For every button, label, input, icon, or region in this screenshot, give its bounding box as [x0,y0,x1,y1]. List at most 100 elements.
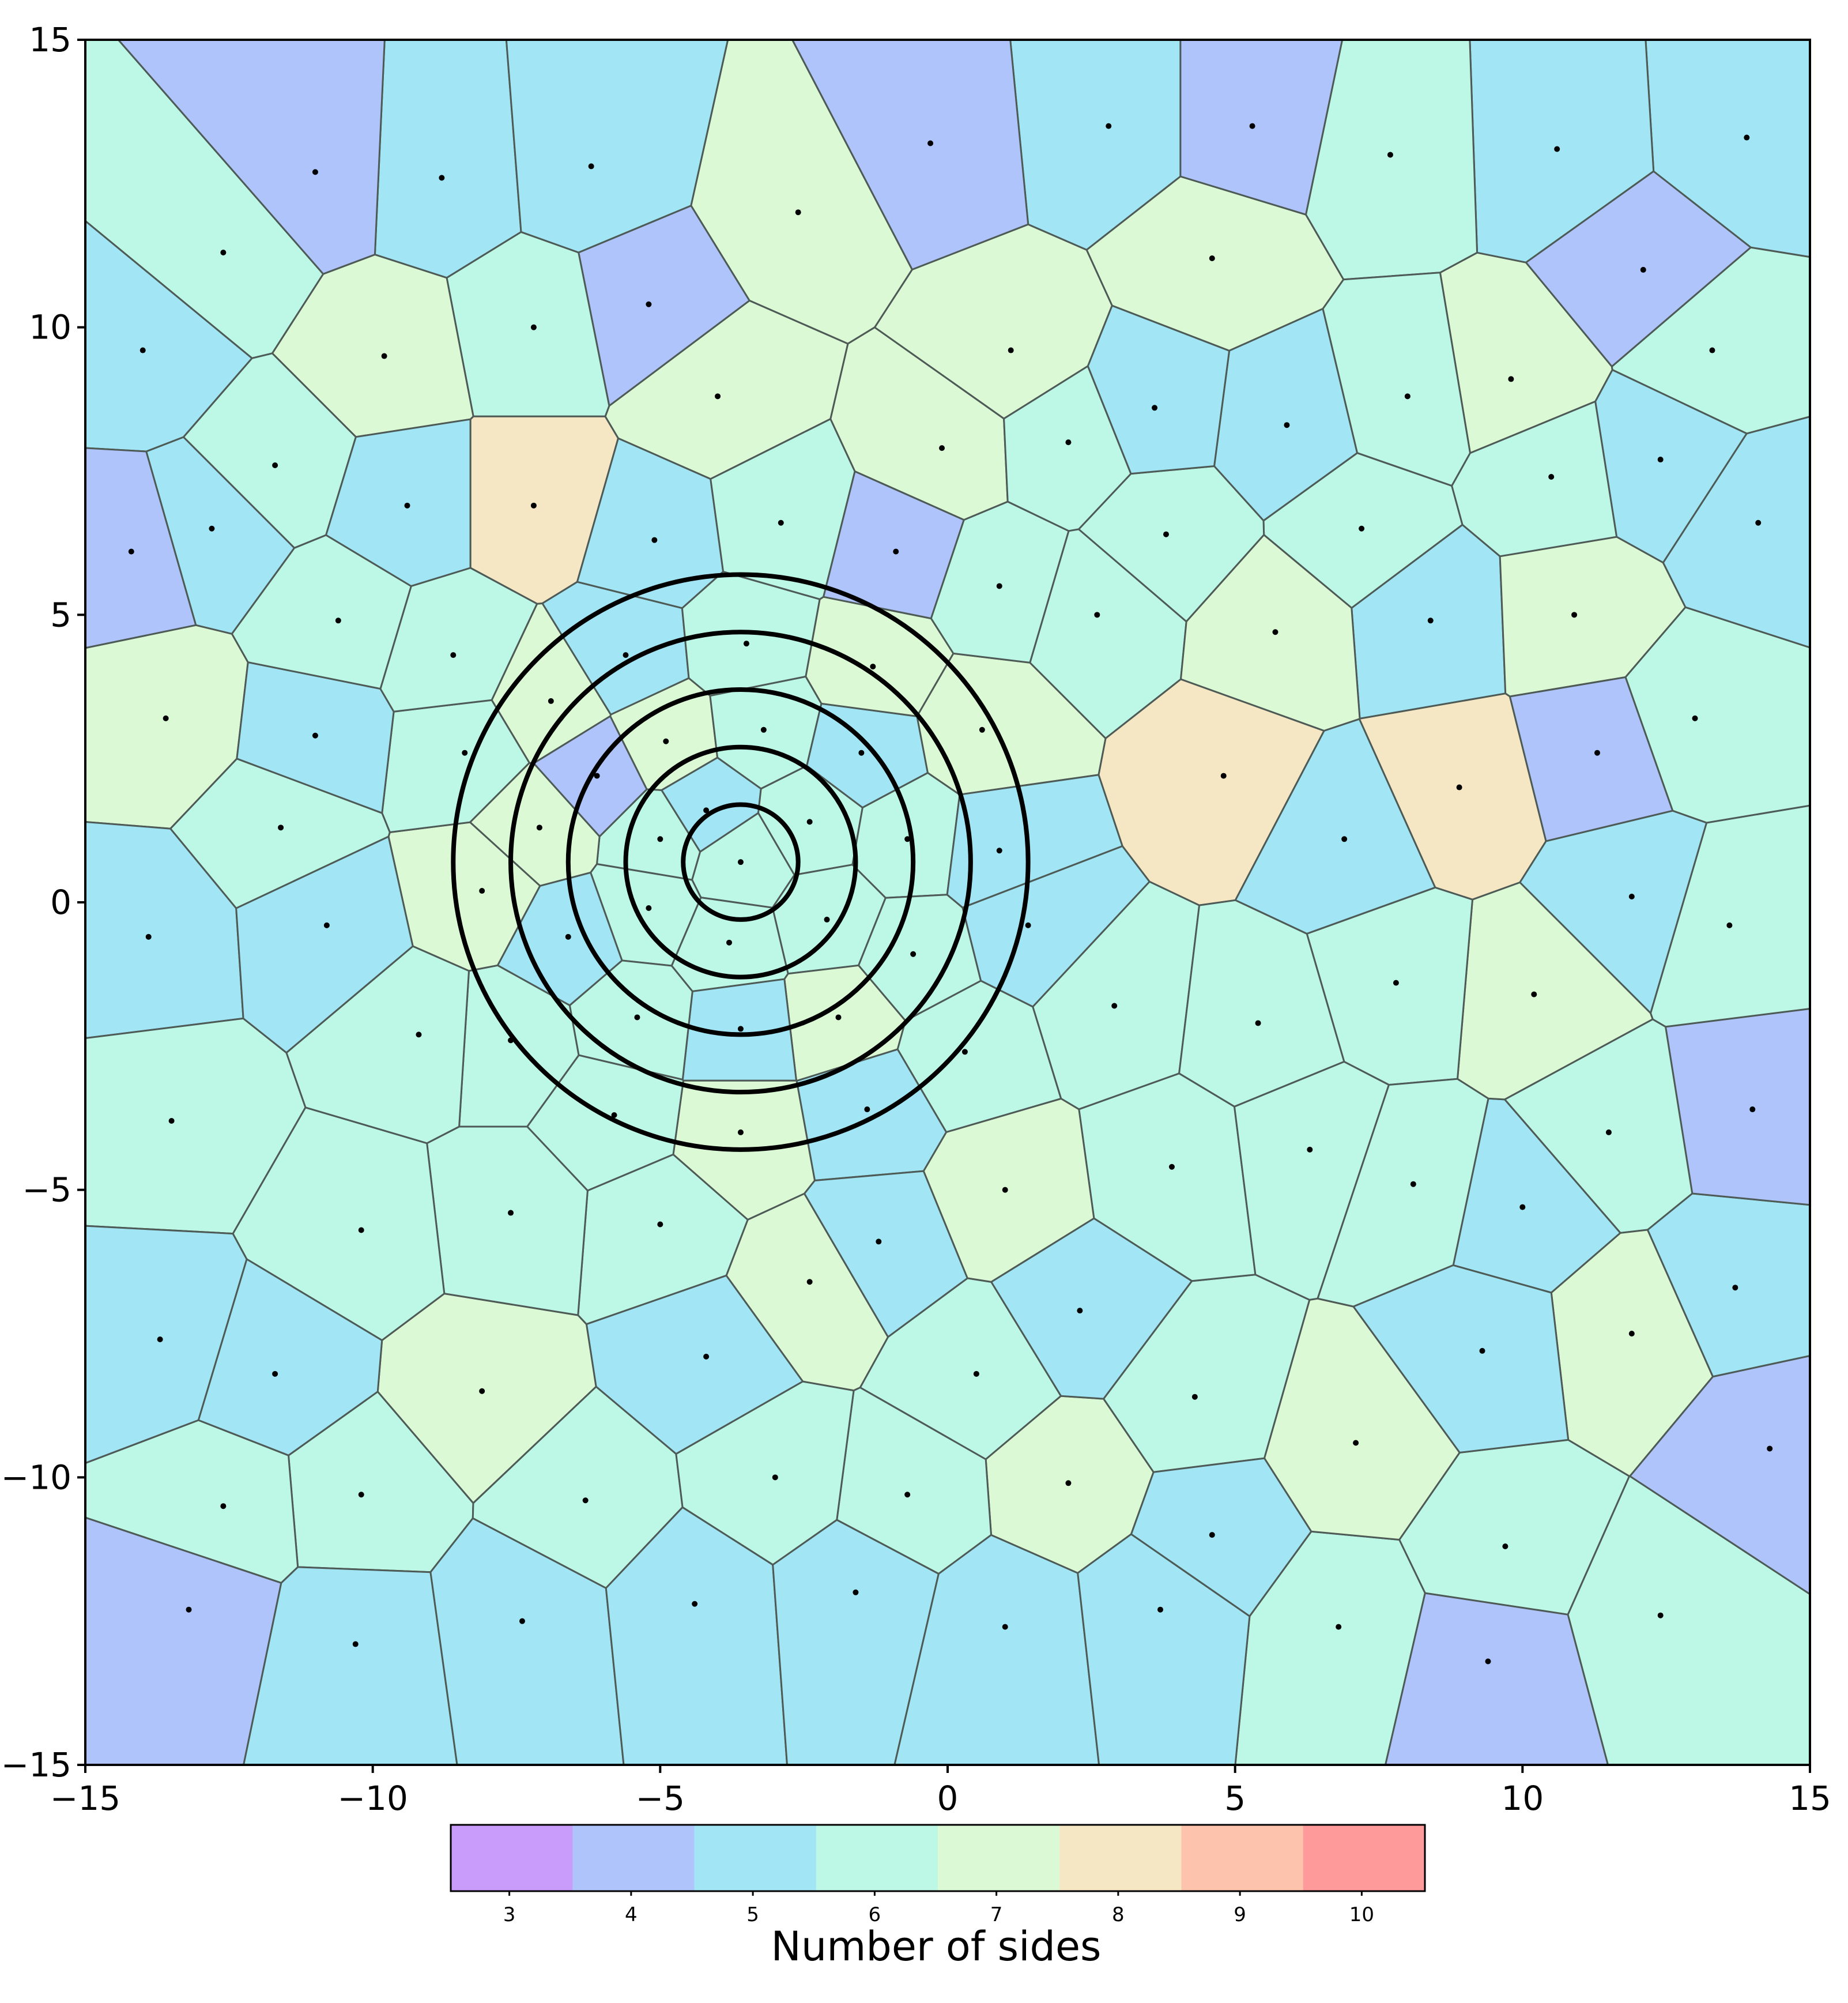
y-tick-label: −15 [1,1745,71,1784]
seed-point [1726,922,1733,928]
seed-point [1209,1532,1215,1538]
voronoi-cell [469,415,620,605]
colorbar-segment [451,1825,573,1891]
y-tick-label: 5 [50,595,71,634]
seed-point [312,169,318,175]
seed-point [1272,629,1278,635]
seed-point [209,525,215,532]
seed-point [1744,134,1750,141]
seed-point [1479,1347,1485,1354]
seed-point [623,652,629,658]
voronoi-cells [85,40,1810,1765]
seed-point [1077,1308,1083,1314]
voronoi-cell [1594,368,1748,564]
seed-point [870,664,876,670]
seed-point [1025,922,1031,928]
seed-point [1628,1331,1635,1336]
seed-point [1531,991,1537,997]
circle-ring [623,744,858,980]
seed-point [450,652,457,658]
circle-ring [451,572,1031,1152]
colorbar-tick-label: 7 [990,1903,1003,1926]
seed-point [1393,980,1399,986]
seed-point [479,888,485,894]
seed-point [1427,618,1434,624]
circle-ring [681,802,801,922]
seed-point [1307,1146,1313,1153]
seed-point [1640,266,1646,273]
seed-point [272,1371,278,1377]
seed-point [323,922,330,928]
seed-point [1485,1658,1491,1665]
voronoi-cell [85,220,254,453]
colorbar-segment [1059,1825,1182,1891]
seed-point [1508,376,1514,382]
seed-point [1255,1020,1261,1026]
colorbar-tick-label: 4 [625,1903,638,1926]
x-tick-label: 15 [1789,1779,1831,1818]
seed-point [1548,473,1555,480]
seed-point [220,1503,227,1509]
colorbar: 3 4 5 6 7 8 9 10 [450,1824,1426,1926]
seed-point [139,347,146,353]
seed-points [128,123,1773,1665]
seed-point [1410,1181,1416,1187]
seed-point [1749,1106,1756,1113]
colorbar-label: Number of sides [771,1923,1101,1970]
seed-point [1152,405,1158,411]
colorbar-frame [450,1824,1426,1892]
seed-point [1657,1612,1664,1618]
seed-point [1456,784,1462,790]
colorbar-segment [694,1825,817,1891]
colorbar-segment [816,1825,938,1891]
seed-point [703,1353,710,1360]
y-tick-label: 10 [29,308,71,347]
seed-point [646,301,652,307]
x-tick-label: 10 [1501,1779,1544,1818]
voronoi-cell [690,40,914,345]
seed-point [737,1129,744,1135]
seed-point [1065,439,1072,446]
x-tick-label: −10 [337,1779,408,1818]
seed-point [588,163,594,170]
seed-point [1628,894,1635,900]
voronoi-cell [379,567,538,713]
seed-point [1065,1480,1072,1486]
seed-point [462,750,468,756]
voronoi-cell [990,1217,1193,1400]
voronoi-cell [1130,1457,1313,1618]
x-tick-label: 5 [1224,1779,1246,1818]
concentric-circles [451,572,1031,1152]
seed-point [737,859,744,865]
y-tick-label: −10 [1,1458,71,1497]
seed-point [1404,393,1410,400]
seed-point [772,1474,778,1481]
seed-point [404,502,410,509]
colorbar-tick-label: 10 [1349,1903,1374,1926]
seed-point [1106,123,1112,129]
seed-point [1554,146,1560,152]
colorbar-segment [572,1825,695,1891]
seed-point [312,732,318,739]
seed-point [904,836,911,842]
seed-point [651,537,658,543]
y-tick-label: 15 [29,20,71,59]
voronoi-cell [829,326,1009,521]
seed-point [646,905,652,911]
seed-point [824,916,830,923]
seed-point [663,738,669,744]
seed-point [858,750,865,756]
seed-point [657,836,663,842]
seed-point [1359,525,1365,532]
seed-point [910,951,917,957]
seed-point [1008,347,1014,353]
circle-ring [565,687,916,1037]
seed-point [760,726,767,733]
seed-point [163,715,169,721]
seed-point [904,1492,911,1498]
x-tick-label: −5 [636,1779,685,1818]
seed-point [973,1371,979,1377]
seed-point [272,462,278,469]
